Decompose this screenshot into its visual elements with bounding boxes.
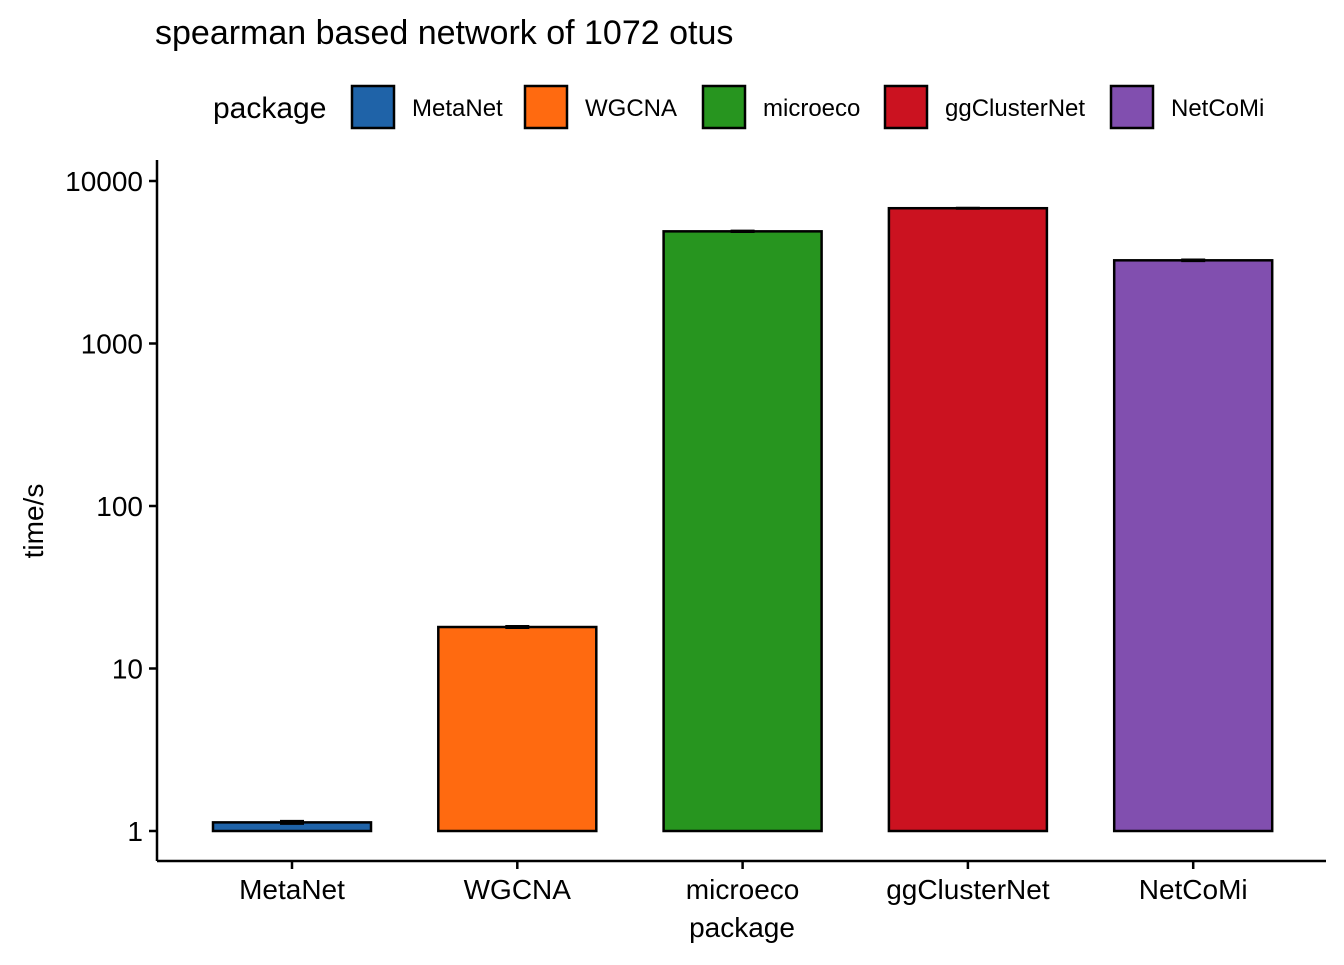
legend-label: ggClusterNet [945,95,1085,122]
legend-title: package [213,92,326,125]
legend-item-wgcna: WGCNA [523,84,677,130]
y-tick-label: 1000 [81,329,143,360]
x-axis: MetaNet WGCNA microeco ggClusterNet NetCoMi [157,859,1326,905]
legend-swatch [701,84,747,130]
x-tick-label: NetCoMi [1139,874,1248,905]
legend: package MetaNet WGCNA microeco ggClusterNet… [213,84,1264,130]
bar-wgcna [437,625,598,833]
bars [211,206,1274,833]
bar-microeco [662,230,823,833]
y-tick-label: 10 [112,654,143,685]
x-axis-title: package [689,912,795,943]
legend-label: WGCNA [585,95,677,122]
x-tick-label: ggClusterNet [886,874,1050,905]
legend-item-microeco: microeco [701,84,860,130]
legend-label: NetCoMi [1171,95,1264,122]
y-tick-label: 1 [127,816,143,847]
legend-swatch [1109,84,1155,130]
legend-swatch [350,84,396,130]
y-axis-title: time/s [18,484,49,559]
error-bar-netcomi [1181,258,1206,263]
x-tick-label: microeco [686,874,800,905]
legend-item-metanet: MetaNet [350,84,503,130]
error-bars [280,206,1206,825]
x-tick-label: WGCNA [464,874,572,905]
legend-label: MetaNet [412,95,503,122]
bar-ggclusternet [887,206,1049,833]
legend-swatch [883,84,929,130]
legend-item-ggclusternet: ggClusterNet [883,84,1085,130]
x-tick-label: MetaNet [239,874,345,905]
bar-netcomi [1112,259,1274,833]
error-bar-microeco [730,229,755,234]
y-tick-label: 10000 [65,166,143,197]
legend-swatch [523,84,569,130]
chart-title: spearman based network of 1072 otus [155,14,733,52]
error-bar-ggclusternet [955,206,980,210]
error-bar-wgcna [505,624,530,630]
y-tick-label: 100 [96,491,143,522]
legend-item-netcomi: NetCoMi [1109,84,1264,130]
y-axis: 1 10 100 1000 10000 [65,160,159,861]
error-bar-metanet [280,819,304,825]
legend-label: microeco [763,95,860,122]
